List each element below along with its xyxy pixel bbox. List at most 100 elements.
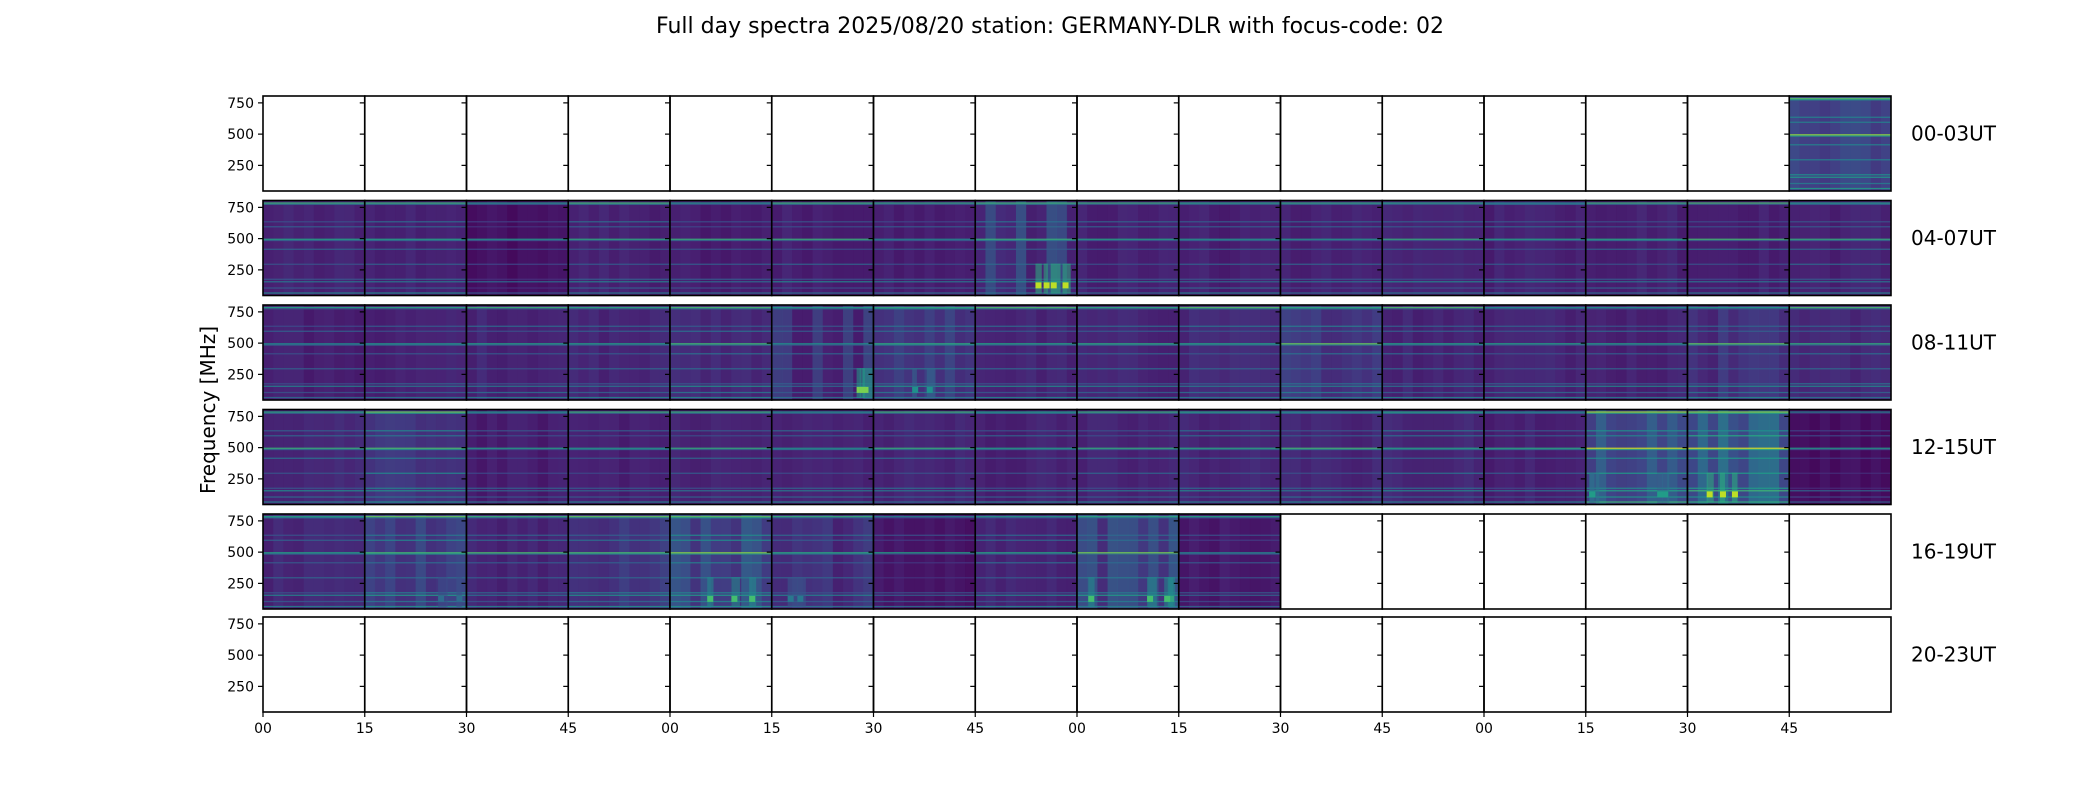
freq-line [466,383,569,385]
time-band [1555,200,1566,296]
time-band [1300,200,1312,296]
freq-line [568,605,670,608]
freq-line [1382,353,1484,355]
time-band [1249,200,1261,296]
cell-frame [1788,513,1892,610]
time-band [497,200,508,296]
time-band [354,305,366,400]
time-band [1514,305,1525,400]
time-band [517,409,528,505]
freq-line [1484,412,1586,414]
freq-line [1382,344,1484,346]
time-band [405,305,416,400]
spectrogram-cell [1377,199,1485,297]
freq-line [1789,239,1891,242]
spectrogram-cell [563,513,671,610]
freq-line [1382,263,1484,265]
cell-frame [1279,616,1384,713]
freq-line [975,306,1077,310]
freq-line [1178,385,1281,387]
time-band [1789,305,1800,400]
time-band [1697,200,1709,296]
freq-line [1687,457,1790,459]
time-band [1840,96,1851,191]
time-band [1392,305,1403,400]
freq-line [873,368,976,370]
freq-line [1280,263,1383,265]
time-band [1494,305,1505,400]
time-band [1026,305,1037,400]
freq-line [466,447,569,450]
burst-band [1719,472,1725,503]
spectrogram-cell [1275,616,1384,713]
time-band [1138,514,1149,609]
freq-line [1178,239,1281,242]
freq-line [670,592,772,594]
freq-line [1077,221,1179,223]
freq-line [670,221,772,223]
time-band [975,514,986,609]
freq-line [364,487,467,489]
freq-line [1382,501,1484,503]
freq-line [1280,472,1383,474]
time-band [1290,200,1302,296]
time-band [537,409,549,505]
time-band [273,409,284,505]
time-band [1229,409,1241,505]
time-band [1575,409,1587,505]
freq-line [771,496,874,498]
freq-line [1077,325,1179,327]
burst-band [1662,472,1670,503]
time-band [1270,200,1281,296]
time-band [1422,409,1434,505]
freq-line [873,287,976,289]
freq-line [1585,368,1688,370]
x-tick-label: 45 [1780,721,1798,737]
time-band [1199,305,1210,400]
freq-line [1178,517,1281,519]
spectrogram-cell [461,304,570,401]
freq-line [263,287,365,289]
freq-line [1178,430,1281,432]
time-band [863,409,874,505]
spectrogram-cell [461,513,570,610]
freq-line [1280,501,1383,503]
freq-line [364,457,467,459]
time-band [781,514,793,609]
freq-line [1789,412,1891,414]
burst-spot [1731,491,1738,498]
freq-line [975,496,1077,498]
cell-frame [1279,95,1384,192]
freq-line [1178,515,1281,519]
freq-line [771,553,874,555]
time-band [1585,200,1597,296]
time-band [1433,305,1444,400]
freq-line [1077,396,1179,399]
spectrogram-cell [868,513,977,610]
time-band [1718,409,1729,505]
spectrogram-cell [1580,513,1689,610]
time-band [1107,200,1118,296]
freq-line [873,353,976,355]
freq-line [975,391,1077,394]
time-band [1545,409,1556,505]
burst-band [859,368,865,399]
cell-frame [1788,616,1892,713]
time-band [568,409,579,505]
freq-line [1585,203,1688,205]
time-band [293,514,304,609]
time-band [792,305,803,400]
freq-line [1585,308,1688,310]
time-band [1046,305,1057,400]
time-band [1453,409,1464,505]
freq-line [1789,203,1891,205]
time-band [1382,200,1393,296]
freq-line [670,594,772,596]
x-tick-label: 15 [356,721,374,737]
freq-line [975,383,1077,385]
freq-line [1585,383,1688,385]
freq-line [1484,396,1586,399]
freq-line [263,577,365,579]
freq-line [466,325,569,327]
burst-spot [859,386,866,393]
